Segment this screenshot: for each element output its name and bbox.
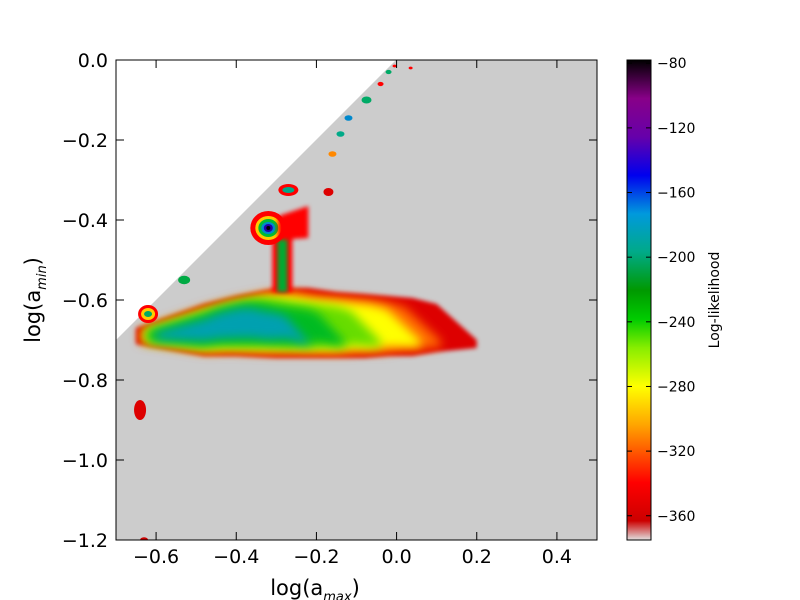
x-tick-label: −0.2 [293, 546, 339, 568]
colorbar: −80 −120 −160 −200 −240 −280 −320 −360 Log-like… [626, 56, 723, 541]
island-region [323, 188, 334, 196]
colorbar-tick-label: −240 [657, 315, 695, 331]
speckle-region [328, 151, 337, 157]
y-tick-label: 0.0 [78, 50, 108, 72]
y-axis-ticks: 0.0 −0.2 −0.4 −0.6 −0.8 −1.0 −1.2 [62, 50, 597, 552]
y-tick-label: −0.6 [62, 290, 108, 312]
speckle-region [392, 64, 397, 68]
peak-stalk-core [277, 236, 288, 292]
y-axis-label: log(amin) [21, 257, 50, 343]
colorbar-tick-label: −280 [657, 379, 695, 395]
island-region [282, 187, 295, 193]
y-tick-label: −0.4 [62, 210, 108, 232]
y-tick-label: −0.8 [62, 370, 108, 392]
colorbar-label: Log-likelihood [707, 252, 723, 349]
peak-region-contour [266, 226, 271, 230]
speckle-region [377, 81, 384, 87]
island-region [144, 311, 153, 317]
colorbar-tick-label: −80 [657, 56, 687, 72]
colorbar-tick-label: −160 [657, 186, 695, 202]
x-tick-label: 0.4 [542, 546, 572, 568]
speckle-region [178, 275, 191, 285]
colorbar-gradient [626, 59, 652, 541]
colorbar-tick-label: −360 [657, 509, 695, 525]
colorbar-tick-label: −200 [657, 250, 695, 266]
heatmap-layers [134, 64, 477, 540]
speckle-region [336, 131, 345, 137]
speckle-region [385, 69, 392, 75]
x-axis-ticks: −0.6 −0.4 −0.2 0.0 0.2 0.4 [133, 60, 572, 568]
x-tick-label: −0.4 [213, 546, 259, 568]
x-tick-label: 0.0 [381, 546, 411, 568]
speckle-region [408, 66, 413, 70]
peak-region-extension [278, 206, 309, 240]
speckle-region [361, 96, 372, 104]
y-tick-label: −1.0 [62, 450, 108, 472]
colorbar-ticks: −80 −120 −160 −200 −240 −280 −320 −360 [627, 56, 695, 525]
y-tick-label: −1.2 [62, 530, 108, 552]
main-region-contour [156, 308, 309, 346]
colorbar-tick-label: −320 [657, 444, 695, 460]
plot-area: −0.6 −0.4 −0.2 0.0 0.2 0.4 0.0−0.2−0.4−0.6−0.… [62, 50, 598, 568]
x-tick-label: −0.6 [133, 546, 179, 568]
x-tick-label: 0.2 [462, 546, 492, 568]
speckle-region [140, 537, 149, 540]
colorbar-tick-label: −120 [657, 121, 695, 137]
island-region [134, 400, 147, 420]
y-tick-label: −0.2 [62, 130, 108, 152]
x-axis-label: log(amax) [270, 576, 360, 600]
speckle-region [344, 115, 353, 121]
